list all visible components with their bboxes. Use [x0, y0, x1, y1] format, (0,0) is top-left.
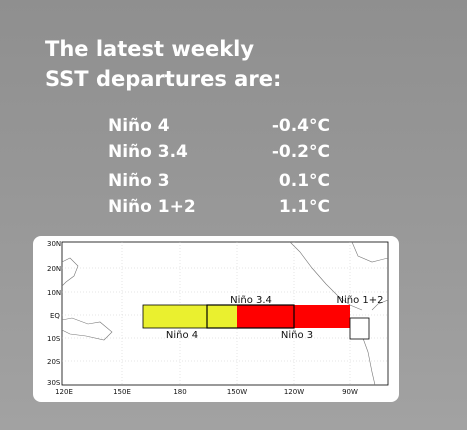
region-name: Niño 3.4	[108, 142, 188, 162]
title-line: SST departures are:	[45, 67, 282, 91]
lon-label: 120E	[55, 388, 73, 396]
lon-label: 120W	[284, 388, 304, 396]
nino4-area	[143, 305, 237, 328]
region-value: 1.1°C	[278, 197, 330, 217]
box-label: Niño 1+2	[337, 295, 384, 306]
box-label: Niño 3	[281, 330, 313, 341]
title: The latest weekly SST departures are:	[45, 34, 281, 94]
lat-label: 10N	[47, 289, 61, 297]
region-row: Niño 1+2 1.1°C	[108, 197, 330, 217]
lon-label: 150E	[113, 388, 131, 396]
region-name: Niño 1+2	[108, 197, 196, 217]
map: Niño 4 Niño 3.4 Niño 3 Niño 1+2 30N 20N …	[47, 240, 389, 396]
region-row: Niño 3.4 -0.2°C	[108, 142, 330, 162]
region-value: 0.1°C	[278, 171, 330, 191]
region-row: Niño 4 -0.4°C	[108, 116, 330, 136]
box-label: Niño 4	[166, 330, 198, 341]
nino12-box	[349, 317, 370, 340]
lat-label: 30N	[47, 240, 61, 248]
title-line: The latest weekly	[45, 37, 255, 61]
lat-label: 10S	[47, 335, 61, 343]
lat-label: EQ	[50, 312, 60, 320]
region-row: Niño 3 0.1°C	[108, 171, 330, 191]
lon-label: 90W	[342, 388, 358, 396]
region-value: -0.2°C	[271, 142, 330, 162]
lat-label: 20N	[47, 265, 61, 273]
map-panel: Niño 4 Niño 3.4 Niño 3 Niño 1+2 30N 20N …	[33, 236, 399, 402]
region-value: -0.4°C	[271, 116, 330, 136]
nino34-box	[206, 304, 295, 329]
lon-label: 180	[173, 388, 186, 396]
lon-label: 150W	[227, 388, 247, 396]
lat-label: 20S	[47, 358, 61, 366]
region-name: Niño 3	[108, 171, 170, 191]
lat-label: 30S	[47, 379, 61, 387]
box-label: Niño 3.4	[230, 295, 272, 306]
region-name: Niño 4	[108, 116, 170, 136]
